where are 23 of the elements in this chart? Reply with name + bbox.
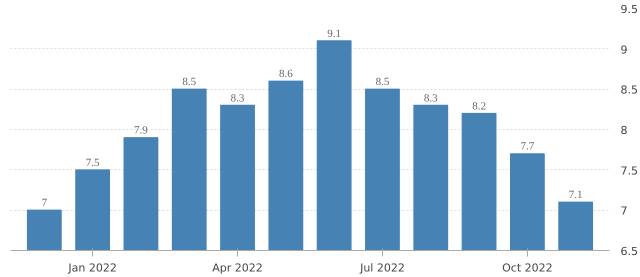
y-tick-label: 6.5 <box>620 245 638 258</box>
data-label: 7.9 <box>134 124 148 137</box>
data-label: 8.3 <box>424 92 438 104</box>
data-label: 7.7 <box>520 140 535 153</box>
data-label: 8.5 <box>376 76 390 88</box>
y-tick-label: 8.5 <box>620 84 638 97</box>
data-label: 7.5 <box>86 156 100 169</box>
data-label: 8.2 <box>472 100 486 112</box>
y-tick-label: 8 <box>620 124 628 137</box>
data-label: 8.3 <box>230 92 245 104</box>
data-label: 9.1 <box>327 28 342 40</box>
x-tick-label: Oct 2022 <box>502 262 553 274</box>
data-label: 8.6 <box>278 68 294 80</box>
data-label: 7 <box>42 197 48 210</box>
y-tick-label: 7.5 <box>620 164 638 178</box>
data-label: 8.5 <box>182 76 197 88</box>
x-tick-label: Apr 2022 <box>212 262 263 274</box>
y-tick-label: 9.5 <box>620 3 638 16</box>
data-label: 7.1 <box>568 189 583 202</box>
x-tick-label: Jul 2022 <box>359 262 405 274</box>
x-tick-label: Jan 2022 <box>67 262 117 274</box>
y-tick-label: 7 <box>620 204 628 218</box>
y-tick-label: 9 <box>620 43 628 56</box>
